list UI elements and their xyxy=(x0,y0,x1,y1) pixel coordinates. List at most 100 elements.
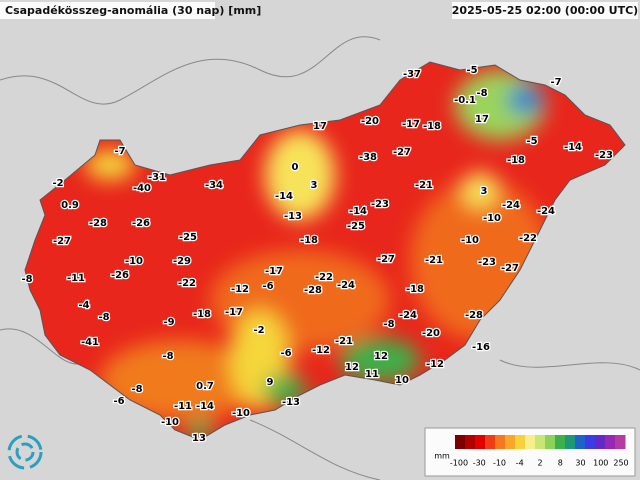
station-value: -10 xyxy=(161,417,179,428)
station-value: -8 xyxy=(131,384,142,395)
station-value: 17 xyxy=(475,114,489,125)
legend-swatch xyxy=(605,435,616,449)
legend-label: -10 xyxy=(493,459,506,468)
station-value: -8 xyxy=(383,319,394,330)
station-value: -22 xyxy=(315,272,333,283)
station-value: 0.9 xyxy=(61,200,79,211)
legend-swatch xyxy=(465,435,476,449)
timestamp: 2025-05-25 02:00 (00:00 UTC) xyxy=(452,4,638,17)
legend-swatch xyxy=(615,435,626,449)
legend-label: 30 xyxy=(575,459,585,468)
station-value: -21 xyxy=(415,180,433,191)
legend-swatch xyxy=(565,435,576,449)
legend-swatch xyxy=(485,435,496,449)
station-value: -6 xyxy=(113,396,124,407)
station-value: -26 xyxy=(132,218,150,229)
station-value: -12 xyxy=(426,359,444,370)
legend-swatch xyxy=(585,435,596,449)
station-value: -18 xyxy=(406,284,424,295)
station-value: -25 xyxy=(347,221,365,232)
legend-label: 100 xyxy=(593,459,608,468)
station-value: -41 xyxy=(81,337,99,348)
station-value: 0 xyxy=(292,162,299,173)
station-value: -24 xyxy=(399,310,417,321)
station-value: 3 xyxy=(311,180,318,191)
station-value: -6 xyxy=(262,281,273,292)
station-value: -18 xyxy=(300,235,318,246)
station-value: 10 xyxy=(395,375,409,386)
station-value: -28 xyxy=(89,218,107,229)
station-value: -14 xyxy=(196,401,214,412)
station-value: -27 xyxy=(53,236,71,247)
legend-label: -4 xyxy=(516,459,524,468)
station-value: 12 xyxy=(345,362,359,373)
title-box xyxy=(0,2,215,19)
station-value: -8 xyxy=(476,88,487,99)
station-value: -18 xyxy=(423,121,441,132)
station-value: -21 xyxy=(335,336,353,347)
station-value: -26 xyxy=(111,270,129,281)
station-value: -23 xyxy=(595,150,613,161)
legend-swatch xyxy=(575,435,586,449)
station-value: -10 xyxy=(483,213,501,224)
station-value: -14 xyxy=(275,191,293,202)
station-value: -23 xyxy=(478,257,496,268)
station-value: -16 xyxy=(472,342,490,353)
station-value: -10 xyxy=(125,256,143,267)
legend-swatch xyxy=(535,435,546,449)
station-value: -10 xyxy=(461,235,479,246)
station-value: -4 xyxy=(78,300,89,311)
legend-swatch xyxy=(595,435,606,449)
title: Csapadékösszeg-anomália (30 nap) [mm] xyxy=(5,4,261,17)
station-value: -13 xyxy=(282,397,300,408)
legend-swatch xyxy=(455,435,466,449)
legend-swatch xyxy=(555,435,566,449)
station-value: -23 xyxy=(371,199,389,210)
station-value: -11 xyxy=(67,273,85,284)
station-value: -24 xyxy=(337,280,355,291)
logo xyxy=(7,434,43,470)
station-value: -14 xyxy=(349,206,367,217)
station-value: -40 xyxy=(133,183,151,194)
station-value: -24 xyxy=(502,200,520,211)
station-value: 12 xyxy=(374,351,388,362)
station-value: -18 xyxy=(193,309,211,320)
time-box xyxy=(452,2,638,19)
station-value: -17 xyxy=(265,266,283,277)
legend-swatch xyxy=(505,435,516,449)
station-value: -28 xyxy=(465,310,483,321)
station-value: -12 xyxy=(312,345,330,356)
legend-unit: mm xyxy=(434,452,450,461)
legend-label: -30 xyxy=(473,459,486,468)
legend-label: 8 xyxy=(558,459,563,468)
station-value: -20 xyxy=(361,116,379,127)
legend-label: -100 xyxy=(450,459,468,468)
station-value: -25 xyxy=(179,232,197,243)
station-value: -5 xyxy=(526,136,537,147)
legend-swatch xyxy=(495,435,506,449)
station-value: -7 xyxy=(114,146,125,157)
station-value: -20 xyxy=(422,328,440,339)
station-value: -12 xyxy=(231,284,249,295)
station-value: -34 xyxy=(205,180,223,191)
station-value: -13 xyxy=(284,211,302,222)
station-value: -8 xyxy=(162,351,173,362)
station-value: -31 xyxy=(148,172,166,183)
legend-swatch xyxy=(475,435,486,449)
station-value: -6 xyxy=(280,348,291,359)
station-value: 3 xyxy=(481,186,488,197)
station-value: -7 xyxy=(550,77,561,88)
station-value: -27 xyxy=(501,263,519,274)
station-value: -27 xyxy=(377,254,395,265)
station-value: -17 xyxy=(402,119,420,130)
station-value: -22 xyxy=(519,233,537,244)
station-value: -37 xyxy=(403,69,421,80)
station-value: -27 xyxy=(393,147,411,158)
station-value: 13 xyxy=(192,433,206,444)
station-value: -2 xyxy=(253,325,264,336)
station-value: -5 xyxy=(466,65,477,76)
legend-swatch xyxy=(545,435,556,449)
